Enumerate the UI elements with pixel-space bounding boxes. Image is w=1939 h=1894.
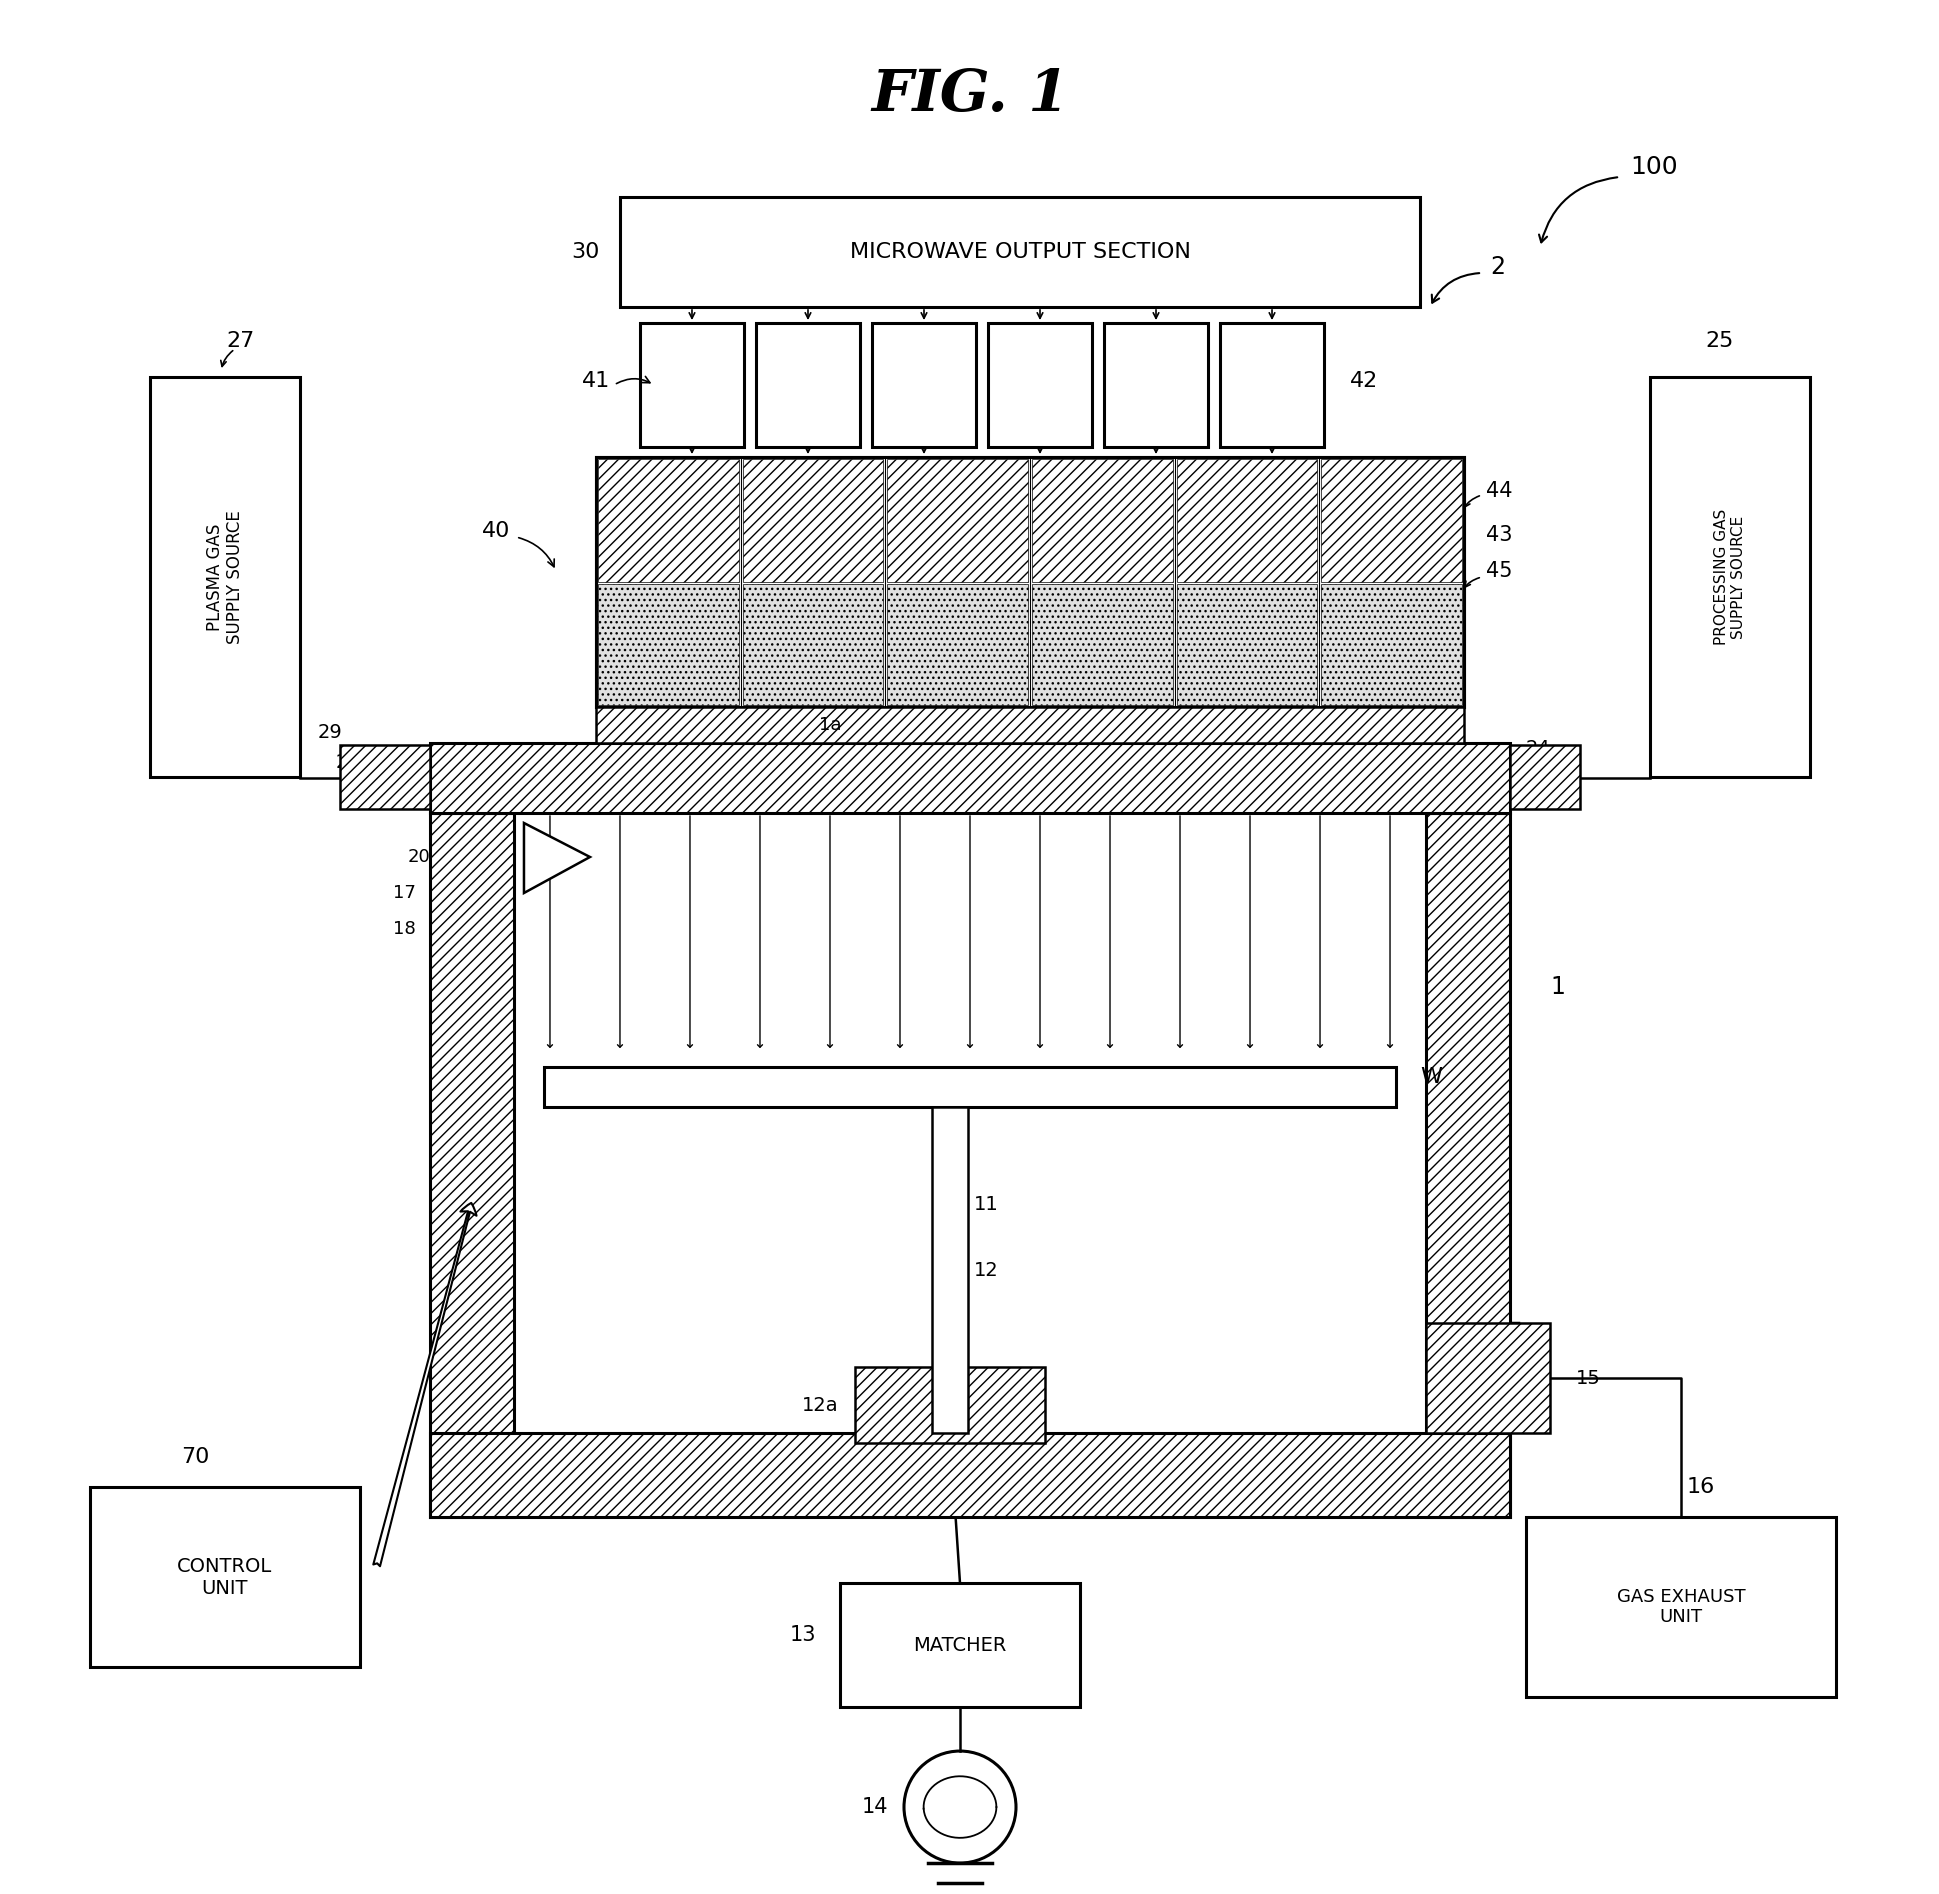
Polygon shape	[524, 824, 589, 892]
Bar	[886, 583, 1028, 705]
Bar	[871, 324, 975, 447]
Text: 20: 20	[407, 849, 430, 866]
Text: 14: 14	[861, 1797, 888, 1816]
Text: 44: 44	[1485, 481, 1512, 502]
Text: 21: 21	[1130, 756, 1154, 773]
Bar	[1425, 813, 1509, 1517]
Text: 23: 23	[1041, 756, 1065, 773]
Text: 42: 42	[1350, 371, 1377, 390]
Text: 45: 45	[1485, 561, 1512, 581]
Bar	[987, 324, 1092, 447]
Text: CONTROL
UNIT: CONTROL UNIT	[176, 1557, 273, 1597]
Text: PLASMA GAS
SUPPLY SOURCE: PLASMA GAS SUPPLY SOURCE	[206, 509, 244, 644]
Text: GAS EXHAUST
UNIT: GAS EXHAUST UNIT	[1615, 1587, 1745, 1627]
Text: 24: 24	[1526, 739, 1549, 758]
Bar	[1526, 1517, 1834, 1697]
Bar	[149, 377, 301, 777]
Bar	[339, 744, 430, 809]
Bar	[1425, 1324, 1549, 1434]
Text: 1: 1	[1549, 975, 1565, 998]
Text: 40: 40	[481, 521, 510, 542]
Text: 41: 41	[582, 371, 609, 390]
Bar	[597, 583, 739, 705]
Text: 11: 11	[973, 1195, 999, 1214]
Bar	[597, 458, 739, 581]
Bar	[1103, 324, 1208, 447]
Bar	[743, 583, 882, 705]
Text: W: W	[1419, 1066, 1441, 1087]
Text: 27: 27	[227, 331, 254, 350]
Text: 16: 16	[1687, 1477, 1714, 1496]
Text: 100: 100	[1629, 155, 1677, 178]
Text: FIG. 1: FIG. 1	[871, 66, 1068, 123]
Bar	[1032, 583, 1171, 705]
Bar	[931, 1106, 968, 1434]
Bar	[595, 456, 1464, 706]
Bar	[430, 1434, 1509, 1517]
Bar	[1177, 583, 1317, 705]
Bar	[89, 1487, 361, 1667]
Text: 12a: 12a	[803, 1396, 838, 1415]
Text: PROCESSING GAS
SUPPLY SOURCE: PROCESSING GAS SUPPLY SOURCE	[1712, 509, 1745, 646]
Bar	[1032, 458, 1171, 581]
Text: 70: 70	[180, 1447, 209, 1468]
Text: 25: 25	[1704, 331, 1733, 350]
Bar	[1177, 458, 1317, 581]
Text: 13: 13	[789, 1625, 816, 1646]
Bar	[1320, 458, 1462, 581]
Bar	[855, 1367, 1045, 1443]
Text: 26: 26	[386, 769, 409, 788]
Bar	[1509, 744, 1578, 809]
Text: 2: 2	[1489, 256, 1505, 278]
Bar	[595, 456, 1464, 706]
Bar	[1320, 583, 1462, 705]
Text: MICROWAVE OUTPUT SECTION: MICROWAVE OUTPUT SECTION	[849, 242, 1191, 261]
Bar	[595, 706, 1464, 742]
Bar	[430, 813, 514, 1517]
Text: 12: 12	[973, 1261, 999, 1280]
Bar	[743, 458, 882, 581]
Bar	[756, 324, 859, 447]
Text: 18: 18	[394, 920, 415, 938]
Bar	[886, 458, 1028, 581]
Bar	[640, 324, 743, 447]
Text: 22: 22	[1090, 756, 1113, 773]
Text: MATCHER: MATCHER	[913, 1636, 1006, 1655]
Bar	[1220, 324, 1322, 447]
Text: 29: 29	[318, 724, 341, 742]
Bar	[430, 742, 1509, 813]
Text: 15: 15	[1574, 1369, 1600, 1388]
Bar	[840, 1583, 1080, 1706]
Text: 1a: 1a	[818, 716, 842, 735]
Bar	[543, 1066, 1396, 1106]
Text: 30: 30	[572, 242, 599, 261]
Text: 28: 28	[335, 754, 361, 773]
Bar	[1650, 377, 1809, 777]
Text: 43: 43	[1485, 525, 1512, 545]
Text: 17: 17	[394, 884, 415, 902]
Bar	[620, 197, 1419, 307]
